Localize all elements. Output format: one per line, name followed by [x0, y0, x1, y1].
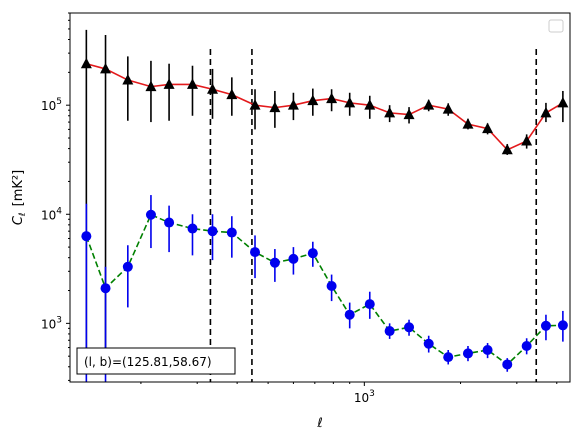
series-line [85, 213, 563, 366]
data-point-circle [145, 209, 156, 220]
data-point-triangle [326, 92, 338, 104]
data-point-circle [502, 359, 513, 370]
data-point-triangle [145, 80, 157, 92]
data-point-circle [462, 348, 473, 359]
x-axis-label: ℓ [316, 416, 322, 431]
data-point-triangle [364, 99, 376, 110]
data-point-triangle [207, 83, 219, 94]
annotation-frame [76, 347, 236, 375]
legend [548, 19, 564, 33]
vertical-markers [209, 49, 538, 382]
data-point-triangle [186, 78, 198, 89]
data-point-triangle [540, 106, 552, 118]
annotation-text: (l, b)=(125.81,58.67) [84, 355, 212, 369]
data-point-circle [307, 248, 318, 259]
x-tick-label: 103 [354, 389, 375, 405]
data-point-circle [164, 217, 175, 228]
data-point-triangle [269, 101, 281, 113]
legend-box [548, 19, 564, 33]
data-point-circle [326, 281, 337, 292]
y-tick-label: 105 [41, 97, 62, 113]
data-point-circle [521, 341, 532, 352]
data-point-triangle [100, 62, 112, 74]
data-point-triangle [442, 103, 454, 114]
data-point-circle [482, 344, 493, 355]
data-point-circle [269, 257, 280, 268]
plot-frame [69, 12, 571, 383]
y-axis-label: Cℓ[mK²] [11, 170, 28, 225]
axes: 103 103 104 105 [41, 12, 571, 405]
y-tick-label: 104 [41, 206, 62, 222]
data-point-circle [100, 283, 111, 294]
data-point-triangle [249, 99, 261, 110]
data-point-triangle [423, 99, 435, 110]
data-point-circle [404, 322, 415, 333]
data-point-circle [364, 299, 375, 310]
data-point-triangle [344, 96, 356, 108]
data-point-circle [540, 320, 551, 331]
data-point-circle [557, 320, 568, 331]
data-point-circle [226, 227, 237, 238]
data-point-triangle [287, 99, 299, 110]
data-point-triangle [163, 78, 175, 89]
y-tick-label: 103 [41, 315, 62, 331]
data-point-triangle [122, 74, 134, 85]
data-point-circle [344, 309, 355, 320]
data-point-triangle [307, 94, 319, 106]
annotation-box: (l, b)=(125.81,58.67) [76, 347, 236, 375]
data-point-triangle [384, 106, 396, 118]
data-point-triangle [482, 122, 494, 134]
series-line [86, 62, 564, 151]
data-point-circle [384, 326, 395, 337]
data-point-circle [81, 231, 92, 242]
data-point-circle [207, 226, 218, 237]
data-point-triangle [521, 134, 533, 146]
data-point-triangle [462, 118, 474, 129]
axis-labels: ℓ Cℓ[mK²] [11, 170, 323, 431]
data-point-triangle [403, 108, 415, 120]
data-point-triangle [557, 96, 569, 108]
data-point-triangle [501, 143, 513, 155]
data-point-circle [423, 338, 434, 349]
data-point-circle [443, 352, 454, 363]
data-point-circle [187, 223, 198, 234]
data-point-triangle [226, 88, 238, 100]
data-point-circle [288, 253, 299, 264]
plot-area [80, 29, 569, 382]
data-point-circle [250, 247, 261, 258]
data-point-triangle [80, 57, 92, 69]
series-1 [80, 29, 569, 348]
data-point-circle [122, 261, 133, 272]
